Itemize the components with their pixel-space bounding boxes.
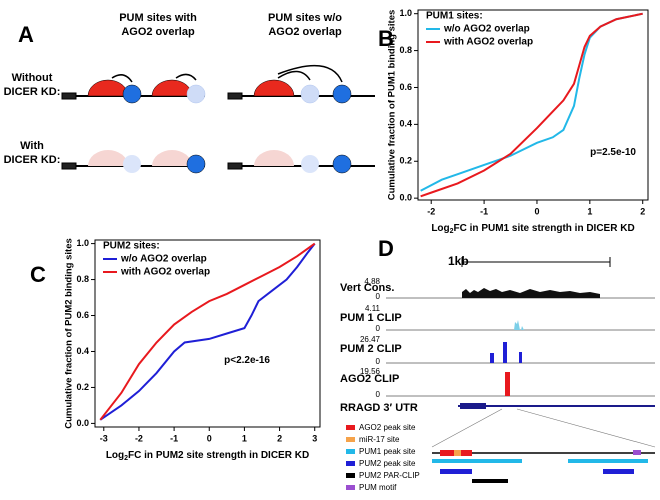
legend-label: with AGO2 overlap (120, 267, 210, 278)
line-series (420, 12, 643, 198)
track-name: PUM 1 CLIP (340, 312, 402, 324)
scale-bar (461, 257, 611, 267)
y-tick-label: 0.6 (399, 82, 412, 92)
track-name: AGO2 CLIP (340, 373, 399, 385)
track-max: 4.88 (364, 277, 380, 286)
gene-name: RRAGD 3′ UTR (340, 402, 418, 414)
y-tick-label: 0.2 (76, 382, 89, 392)
x-tick-label: 1 (587, 206, 592, 216)
panel-label: A (18, 22, 34, 47)
x-tick-label: 0 (207, 433, 212, 443)
column-header: AGO2 overlap (268, 26, 342, 38)
legend-title: PUM2 sites: (103, 241, 160, 252)
track-max: 26.47 (360, 335, 381, 344)
chart: 0.0 0.2 0.4 0.6 0.8 1.0 -2 -1 0 1 2 Cumulative frac… (387, 8, 649, 235)
panel-label: C (30, 262, 46, 287)
x-axis-label-part: FC in PUM2 site strength in DICER KD (128, 450, 309, 461)
y-tick-label: 0.0 (76, 418, 89, 428)
x-tick-label: 3 (312, 433, 317, 443)
x-tick-label: 0 (534, 206, 539, 216)
row-header: Without (12, 72, 53, 84)
legend-label: w/o AGO2 overlap (120, 254, 207, 265)
diagram (61, 64, 375, 174)
legend-label: PUM motif (359, 483, 397, 492)
x-axis-label: Log2FC in PUM2 site strength in DICER KD (106, 450, 309, 462)
track-min: 0 (376, 292, 381, 301)
annotation: p=2.5e-10 (590, 147, 636, 158)
line-series (99, 242, 316, 421)
track-text: Vert Cons. 4.88 0 PUM 1 CLIP 4.11 0 PUM … (340, 277, 420, 492)
y-tick-label: 0.4 (76, 346, 89, 356)
y-tick-label: 0.8 (76, 274, 89, 284)
track-graphics (346, 288, 656, 490)
line-series (99, 242, 316, 421)
x-tick-label: -2 (135, 433, 143, 443)
legend-label: PUM1 peak site (359, 447, 416, 456)
plot-frame (417, 9, 649, 201)
x-tick-label: -1 (480, 206, 488, 216)
x-axis-label: Log2FC in PUM1 site strength in DICER KD (431, 223, 634, 235)
scale-label: 1kb (448, 254, 469, 268)
chart: 0.0 0.2 0.4 0.6 0.8 1.0 -3 -2 -1 0 1 2 3 Cumulative f… (64, 238, 321, 462)
panel-label: B (378, 26, 394, 51)
track-min: 0 (376, 390, 381, 399)
legend-label: miR-17 site (359, 435, 400, 444)
track-name: Vert Cons. (340, 282, 394, 294)
track-min: 0 (376, 357, 381, 366)
y-tick-label: 0.2 (399, 156, 412, 166)
y-tick-label: 0.8 (399, 45, 412, 55)
legend-label: AGO2 peak site (359, 423, 416, 432)
row-header: With (20, 140, 44, 152)
y-tick-label: 1.0 (399, 8, 412, 18)
track-max: 4.11 (365, 304, 381, 313)
y-tick-label: 0.0 (399, 193, 412, 203)
column-header: PUM sites with (119, 12, 197, 24)
legend-label: PUM2 PAR-CLIP (359, 471, 420, 480)
x-tick-label: -2 (427, 206, 435, 216)
x-axis-label-part: Log (106, 450, 124, 461)
column-header: PUM sites w/o (268, 12, 342, 24)
track-max: 19.56 (360, 367, 381, 376)
x-axis-label-part: FC in PUM1 site strength in DICER KD (454, 223, 635, 234)
y-tick-label: 1.0 (76, 238, 89, 248)
row-header: DICER KD: (4, 154, 61, 166)
panel-label: D (378, 236, 394, 261)
plot-frame (94, 239, 321, 428)
legend-title: PUM1 sites: (426, 11, 483, 22)
y-tick-label: 0.4 (399, 119, 412, 129)
y-axis-label: Cumulative fraction of PUM1 binding site… (387, 10, 398, 201)
x-tick-label: -3 (100, 433, 108, 443)
legend-label: w/o AGO2 overlap (443, 24, 530, 35)
x-axis-label-sub: 2 (124, 455, 128, 462)
y-tick-label: 0.6 (76, 310, 89, 320)
annotation: p<2.2e-16 (224, 355, 270, 366)
legend-label: PUM2 peak site (359, 459, 416, 468)
y-axis-label: Cumulative fraction of PUM2 binding site… (64, 238, 75, 429)
x-axis-label-part: Log (431, 223, 449, 234)
x-axis-label-sub: 2 (450, 228, 454, 235)
x-tick-label: 1 (242, 433, 247, 443)
x-tick-label: -1 (170, 433, 178, 443)
x-tick-label: 2 (277, 433, 282, 443)
x-tick-label: 2 (640, 206, 645, 216)
row-header: DICER KD: (4, 86, 61, 98)
legend-label: with AGO2 overlap (443, 37, 533, 48)
track-min: 0 (376, 324, 381, 333)
track-name: PUM 2 CLIP (340, 343, 402, 355)
column-header: AGO2 overlap (121, 26, 195, 38)
